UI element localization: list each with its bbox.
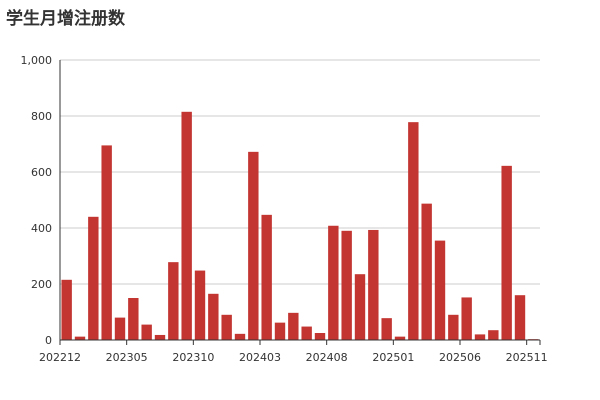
bar-202408 — [328, 225, 339, 340]
bar-202509 — [501, 165, 512, 340]
bar-202507 — [474, 334, 486, 340]
bar-202307 — [154, 334, 166, 340]
bar-202502 — [408, 122, 419, 340]
x-tick-label: 202305 — [106, 351, 148, 364]
bar-202212 — [61, 279, 72, 340]
bar-202411 — [368, 229, 379, 340]
bar-202412 — [381, 318, 392, 340]
y-tick-label: 800 — [31, 110, 52, 123]
bar-202304 — [114, 317, 126, 340]
bar-202403 — [261, 214, 272, 340]
bar-202404 — [274, 322, 286, 340]
bar-202303 — [101, 145, 112, 340]
x-tick-label: 202511 — [506, 351, 548, 364]
bar-202409 — [341, 230, 352, 340]
x-tick-label: 202501 — [372, 351, 414, 364]
bar-202504 — [434, 240, 446, 340]
bar-202311 — [208, 293, 219, 340]
bar-202306 — [141, 324, 152, 340]
bar-202503 — [421, 203, 432, 340]
y-tick-label: 0 — [45, 334, 52, 347]
bar-202410 — [354, 274, 366, 340]
x-tick-label: 202310 — [172, 351, 214, 364]
bar-202505 — [448, 314, 459, 340]
bar-202310 — [194, 270, 206, 340]
bar-series — [61, 111, 539, 340]
x-tick-label: 202408 — [306, 351, 348, 364]
x-tick-label: 202212 — [39, 351, 81, 364]
bar-202302 — [88, 216, 99, 340]
bar-202401 — [234, 333, 246, 340]
chart-title: 学生月增注册数 — [6, 9, 125, 29]
y-tick-label: 600 — [31, 166, 52, 179]
bar-202407 — [314, 333, 326, 340]
bar-202309 — [181, 111, 192, 340]
bar-202312 — [221, 314, 232, 340]
axes: 0 200 400 600 800 1,000 202212 202305 202310 2024… — [21, 54, 548, 364]
grid-lines — [60, 59, 540, 285]
y-tick-label: 1,000 — [21, 54, 53, 67]
bar-202301 — [74, 336, 86, 340]
bar-202308 — [168, 262, 179, 340]
y-tick-label: 400 — [31, 222, 52, 235]
y-tick-label: 200 — [31, 278, 52, 291]
bar-202510 — [514, 295, 526, 340]
bar-202305 — [128, 298, 139, 340]
bar-202508 — [488, 330, 499, 340]
bar-202405 — [288, 312, 299, 340]
bar-202402 — [248, 151, 259, 340]
bar-202506 — [461, 297, 472, 340]
x-tick-label: 202403 — [239, 351, 281, 364]
bar-202406 — [301, 326, 312, 340]
bar-202501 — [394, 336, 406, 340]
x-tick-label: 202506 — [439, 351, 481, 364]
